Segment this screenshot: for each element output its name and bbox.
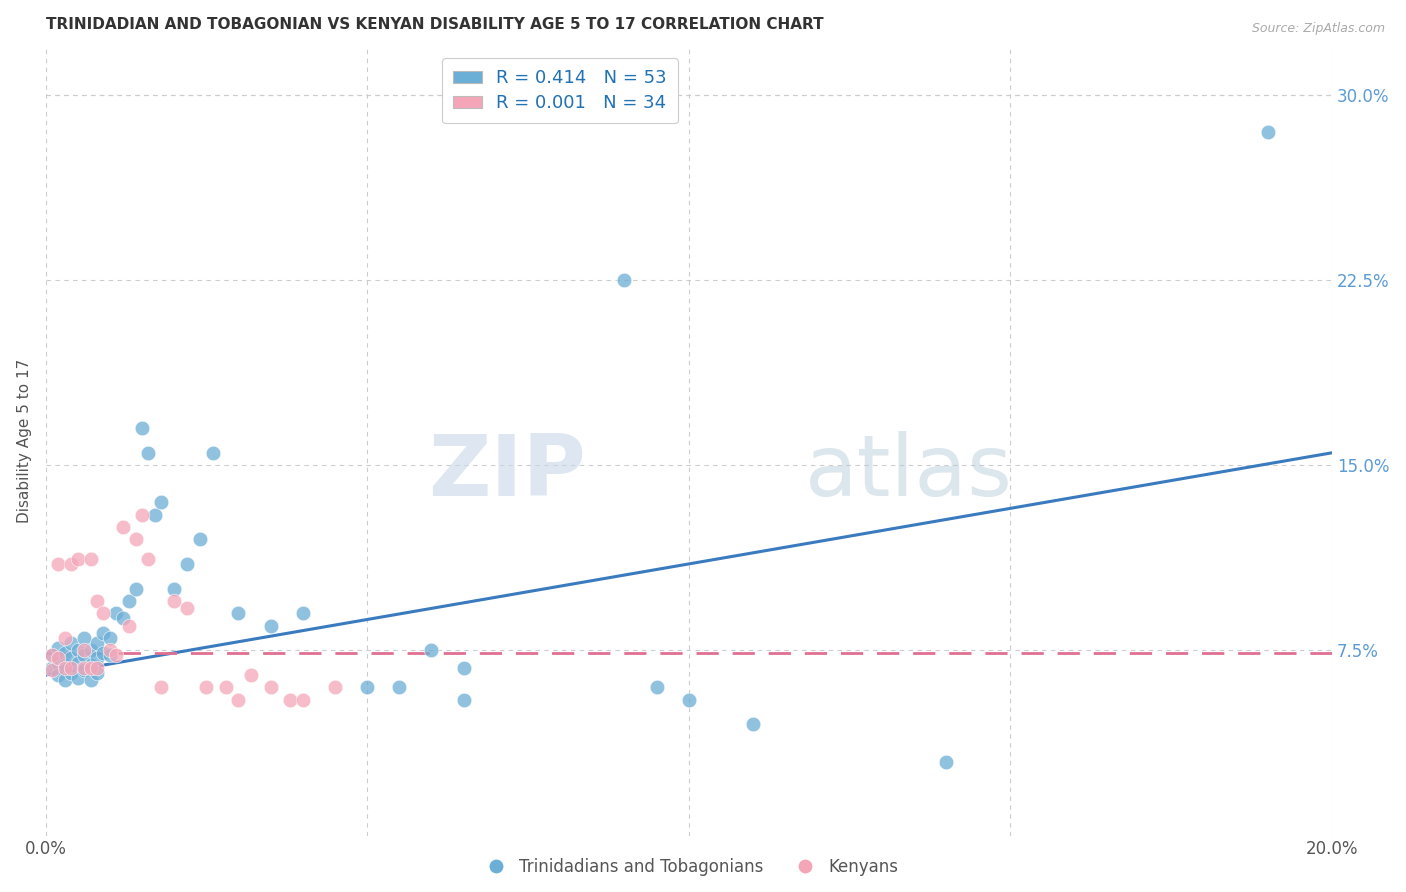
Point xyxy=(260,618,283,632)
Point xyxy=(66,643,89,657)
Point xyxy=(323,681,346,695)
Text: Source: ZipAtlas.com: Source: ZipAtlas.com xyxy=(1251,22,1385,36)
Point xyxy=(201,446,224,460)
Point xyxy=(228,607,250,621)
Point xyxy=(86,660,108,674)
Point xyxy=(163,582,186,596)
Text: TRINIDADIAN AND TOBAGONIAN VS KENYAN DISABILITY AGE 5 TO 17 CORRELATION CHART: TRINIDADIAN AND TOBAGONIAN VS KENYAN DIS… xyxy=(45,17,823,32)
Point xyxy=(98,648,121,663)
Point xyxy=(48,668,70,682)
Point xyxy=(111,520,134,534)
Point xyxy=(214,681,236,695)
Point xyxy=(645,681,668,695)
Point xyxy=(105,607,128,621)
Point xyxy=(48,557,70,571)
Point xyxy=(79,658,101,673)
Point xyxy=(53,658,76,673)
Point xyxy=(356,681,378,695)
Point xyxy=(60,665,83,680)
Point xyxy=(53,646,76,660)
Point xyxy=(118,618,141,632)
Point xyxy=(73,663,96,677)
Point xyxy=(48,656,70,670)
Point xyxy=(73,631,96,645)
Point xyxy=(93,607,115,621)
Text: atlas: atlas xyxy=(804,431,1012,514)
Point xyxy=(86,636,108,650)
Point xyxy=(188,533,211,547)
Point xyxy=(138,552,160,566)
Point xyxy=(73,660,96,674)
Point xyxy=(53,631,76,645)
Text: ZIP: ZIP xyxy=(427,431,586,514)
Point xyxy=(124,582,146,596)
Point xyxy=(41,660,63,674)
Point xyxy=(73,648,96,663)
Point xyxy=(48,650,70,665)
Point xyxy=(79,643,101,657)
Point xyxy=(93,626,115,640)
Legend: Trinidadians and Tobagonians, Kenyans: Trinidadians and Tobagonians, Kenyans xyxy=(472,851,905,882)
Point xyxy=(41,648,63,663)
Point xyxy=(48,640,70,655)
Point xyxy=(86,665,108,680)
Point xyxy=(60,660,83,674)
Point xyxy=(195,681,218,695)
Point xyxy=(278,692,301,706)
Point xyxy=(260,681,283,695)
Point xyxy=(60,636,83,650)
Point xyxy=(150,681,173,695)
Point xyxy=(131,421,153,435)
Point xyxy=(935,755,957,769)
Point xyxy=(98,631,121,645)
Point xyxy=(176,601,198,615)
Point xyxy=(228,692,250,706)
Point xyxy=(240,668,263,682)
Point xyxy=(453,660,475,674)
Point xyxy=(79,673,101,687)
Point xyxy=(138,446,160,460)
Point xyxy=(742,717,765,731)
Point xyxy=(678,692,700,706)
Point xyxy=(118,594,141,608)
Point xyxy=(60,650,83,665)
Point xyxy=(79,552,101,566)
Point xyxy=(613,273,636,287)
Point xyxy=(66,656,89,670)
Point xyxy=(111,611,134,625)
Point xyxy=(73,643,96,657)
Point xyxy=(66,671,89,685)
Point xyxy=(79,660,101,674)
Point xyxy=(41,648,63,663)
Point xyxy=(291,692,314,706)
Point xyxy=(86,650,108,665)
Point xyxy=(98,643,121,657)
Point xyxy=(150,495,173,509)
Point xyxy=(105,648,128,663)
Y-axis label: Disability Age 5 to 17: Disability Age 5 to 17 xyxy=(17,359,32,523)
Point xyxy=(53,673,76,687)
Point xyxy=(131,508,153,522)
Point xyxy=(163,594,186,608)
Point xyxy=(176,557,198,571)
Point xyxy=(66,552,89,566)
Point xyxy=(1257,125,1279,139)
Point xyxy=(291,607,314,621)
Point xyxy=(388,681,411,695)
Point xyxy=(420,643,443,657)
Point xyxy=(53,660,76,674)
Point xyxy=(453,692,475,706)
Point xyxy=(86,594,108,608)
Point xyxy=(60,557,83,571)
Point xyxy=(41,663,63,677)
Point xyxy=(143,508,166,522)
Point xyxy=(124,533,146,547)
Point xyxy=(93,646,115,660)
